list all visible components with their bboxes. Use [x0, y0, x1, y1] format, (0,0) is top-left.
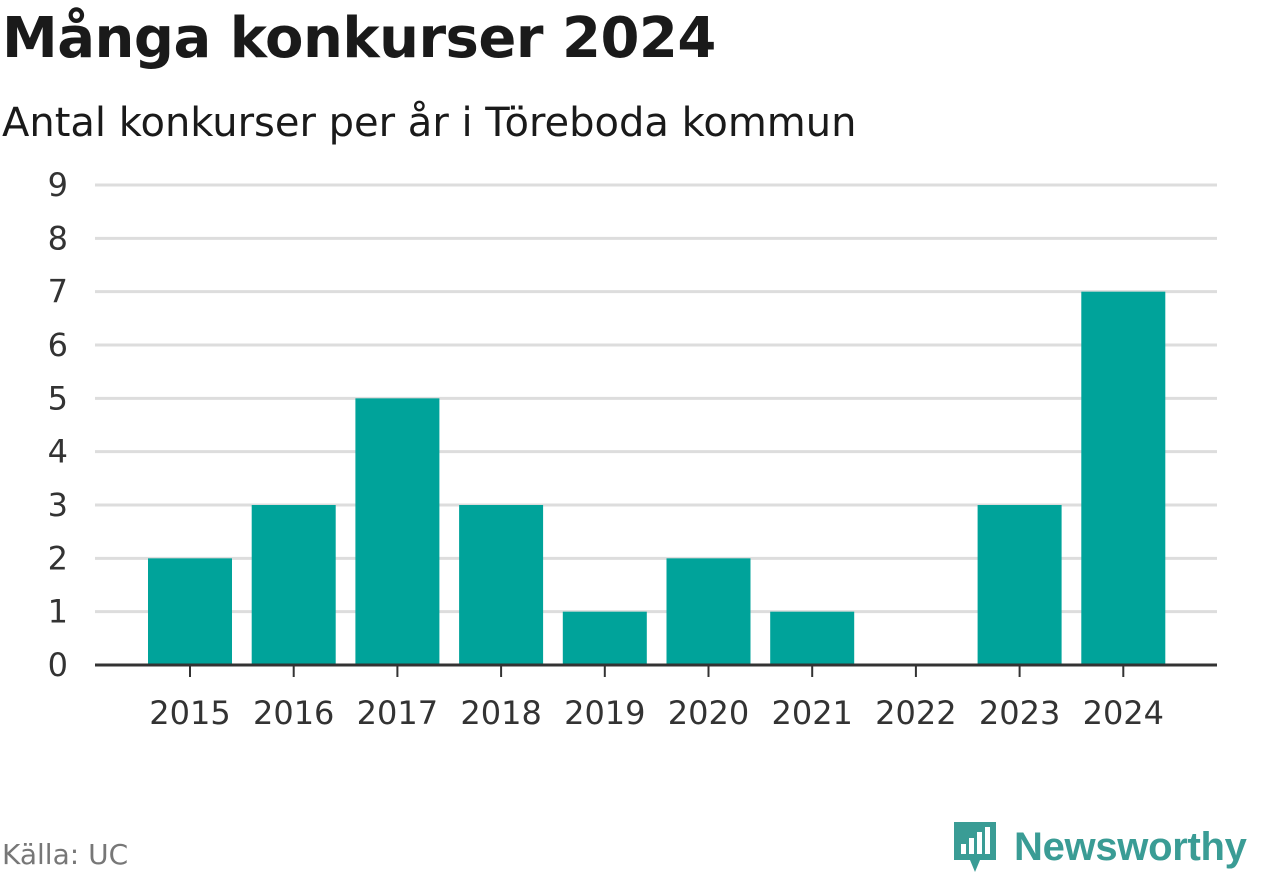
x-tick-label: 2021 [771, 694, 852, 732]
x-tick-label: 2015 [149, 694, 230, 732]
gridlines [95, 183, 1217, 614]
x-tick-label: 2017 [357, 694, 438, 732]
bar-2023 [977, 505, 1062, 665]
bar-2024 [1081, 291, 1166, 665]
chart-subtitle: Antal konkurser per år i Töreboda kommun [2, 100, 857, 146]
chart-title: Många konkurser 2024 [2, 6, 716, 71]
y-tick-label: 0 [48, 646, 68, 684]
y-tick-label: 2 [48, 539, 68, 577]
bar-2015 [148, 558, 232, 665]
bar-2018 [459, 505, 544, 665]
bar-2019 [562, 611, 647, 665]
bar-2016 [251, 505, 336, 665]
bar-2017 [355, 398, 440, 665]
y-tick-label: 4 [48, 433, 68, 471]
brand-logo: Newsworthy [950, 818, 1247, 876]
y-tick-label: 9 [48, 166, 68, 204]
x-tick-label: 2019 [564, 694, 645, 732]
brand-name: Newsworthy [1014, 824, 1247, 869]
newsworthy-logo-icon [954, 822, 996, 872]
x-tick-label: 2023 [979, 694, 1060, 732]
y-axis-labels: 0 1 2 3 4 5 6 7 8 9 [48, 166, 68, 684]
y-tick-label: 6 [48, 326, 68, 364]
x-axis [95, 663, 1217, 677]
y-tick-label: 3 [48, 486, 68, 524]
source-note: Källa: UC [2, 838, 129, 871]
x-tick-label: 2020 [668, 694, 749, 732]
bars [148, 291, 1166, 665]
x-tick-label: 2016 [253, 694, 334, 732]
x-axis-labels: 2015 2016 2017 2018 2019 2020 2021 2022 2023 2024 [149, 694, 1164, 732]
y-tick-label: 1 [48, 593, 68, 631]
x-tick-label: 2018 [460, 694, 541, 732]
bar-2020 [666, 558, 751, 665]
y-tick-label: 5 [48, 379, 68, 417]
x-tick-label: 2022 [875, 694, 956, 732]
bar-2021 [770, 611, 855, 665]
y-tick-label: 8 [48, 219, 68, 257]
y-tick-label: 7 [48, 273, 68, 311]
x-tick-label: 2024 [1083, 694, 1164, 732]
